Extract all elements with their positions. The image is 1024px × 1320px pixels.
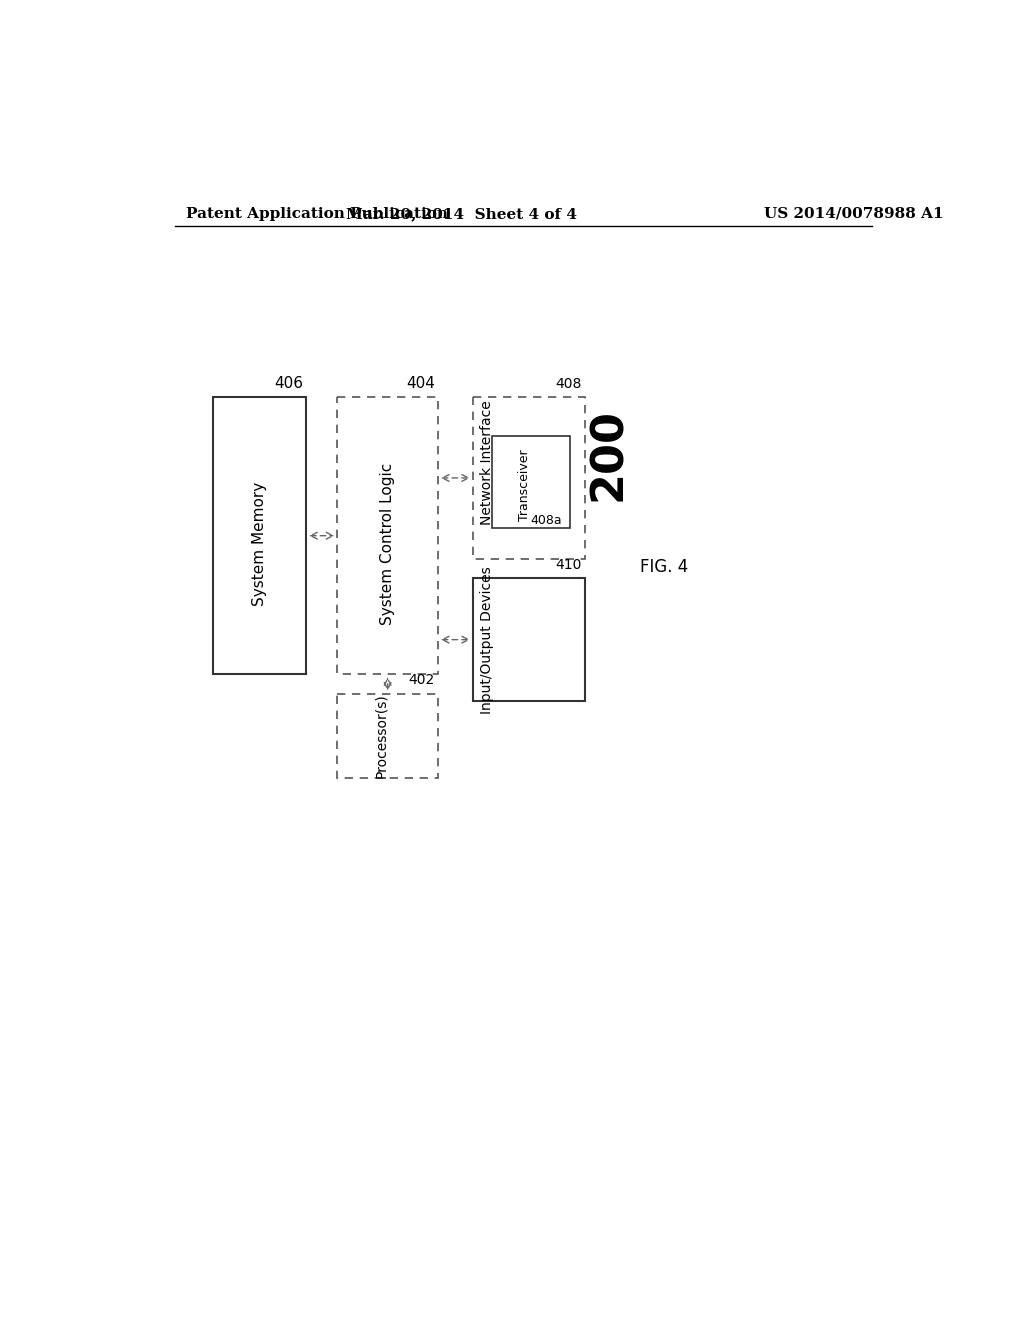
Bar (473, 578, 586, 701)
Text: Transceiver: Transceiver (518, 450, 531, 521)
Text: Patent Application Publication: Patent Application Publication (186, 207, 449, 220)
Text: 408: 408 (556, 378, 583, 391)
Text: Processor(s): Processor(s) (375, 693, 388, 779)
Text: FIG. 4: FIG. 4 (640, 557, 688, 576)
Text: Network Interface: Network Interface (480, 400, 494, 525)
Text: 410: 410 (556, 558, 583, 572)
Text: 406: 406 (274, 376, 303, 391)
Text: 404: 404 (407, 376, 435, 391)
Text: 200: 200 (587, 408, 630, 502)
Bar (337, 693, 438, 779)
Text: Input/Output Devices: Input/Output Devices (480, 566, 494, 714)
Text: US 2014/0078988 A1: US 2014/0078988 A1 (764, 207, 943, 220)
Text: System Memory: System Memory (252, 482, 267, 606)
Bar (337, 397, 438, 675)
Text: Mar. 20, 2014  Sheet 4 of 4: Mar. 20, 2014 Sheet 4 of 4 (346, 207, 577, 220)
Text: 402: 402 (409, 673, 435, 688)
Bar (473, 397, 586, 558)
Bar (213, 397, 306, 675)
Text: System Control Logic: System Control Logic (380, 462, 395, 624)
Bar (493, 436, 569, 528)
Text: 408a: 408a (530, 513, 562, 527)
